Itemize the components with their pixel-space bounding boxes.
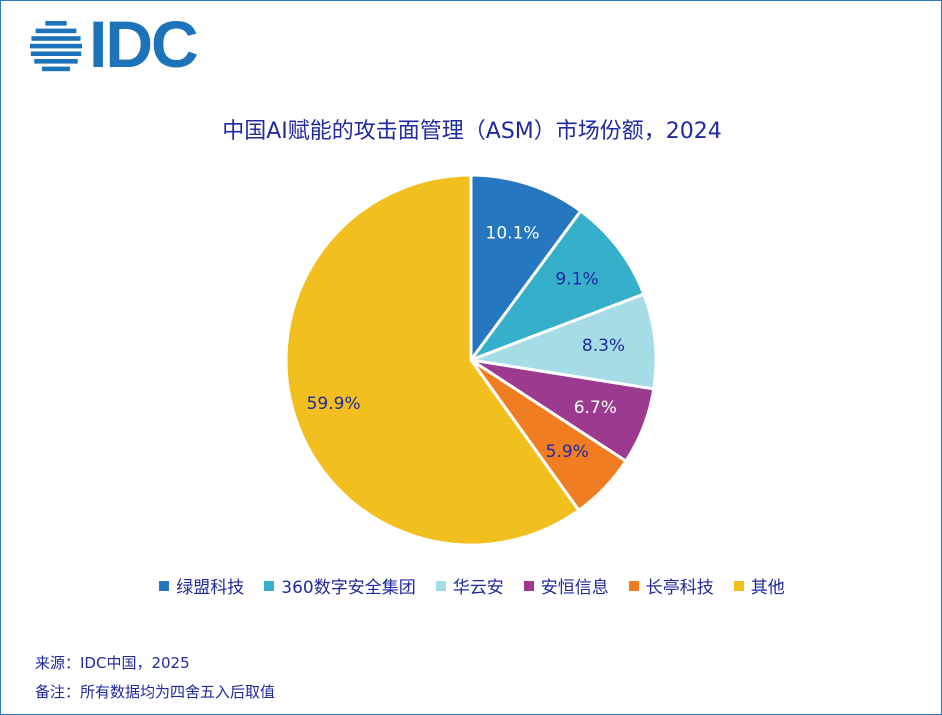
slice-value-label: 59.9%	[307, 394, 361, 414]
logo-stripe	[45, 21, 67, 26]
pie-slice	[284, 173, 581, 547]
legend-swatch	[628, 580, 639, 591]
legend-item: 安恒信息	[523, 573, 609, 598]
logo-stripe	[35, 28, 77, 34]
legend-item: 华云安	[435, 573, 504, 598]
legend-label: 其他	[750, 578, 785, 598]
legend-label: 360数字安全集团	[281, 578, 416, 598]
rounding-note: 备注：所有数据均为四舍五入后取值	[35, 683, 276, 701]
logo-stripe	[30, 43, 82, 49]
idc-logo-icon	[30, 21, 82, 72]
chart-legend: 绿盟科技 360数字安全集团 华云安 安恒信息 长亭科技 其他	[1, 573, 942, 598]
slice-value-label: 6.7%	[574, 398, 617, 418]
footer: 来源：IDC中国，2025 备注：所有数据均为四舍五入后取值	[35, 649, 275, 707]
slice-value-label: 9.1%	[555, 269, 598, 289]
legend-label: 长亭科技	[645, 578, 714, 598]
legend-label: 安恒信息	[540, 578, 609, 598]
slice-value-label: 10.1%	[486, 223, 540, 243]
pie-slice	[469, 173, 583, 362]
legend-swatch	[159, 580, 170, 591]
legend-item: 其他	[733, 573, 785, 598]
chart-title: 中国AI赋能的攻击面管理（ASM）市场份额，2024	[222, 119, 722, 144]
legend-label: 绿盟科技	[176, 578, 245, 598]
pie-slice	[469, 292, 658, 391]
legend-swatch	[733, 580, 744, 591]
legend-item: 绿盟科技	[159, 573, 244, 598]
legend-swatch	[435, 580, 446, 591]
logo-stripe	[34, 59, 78, 64]
legend-swatch	[264, 580, 275, 591]
legend-item: 长亭科技	[628, 573, 714, 598]
pie-chart: 10.1% 9.1% 8.3% 6.7% 5.9% 59.9%	[284, 173, 658, 547]
legend-label: 华云安	[452, 578, 504, 598]
pie-slice	[469, 209, 646, 362]
slice-value-label: 5.9%	[546, 442, 589, 462]
legend-swatch	[523, 580, 534, 591]
logo-stripe	[30, 51, 82, 56]
idc-logo-text: IDC	[89, 7, 199, 81]
slice-value-label: 8.3%	[582, 336, 625, 356]
legend-item: 360数字安全集团	[264, 573, 416, 598]
source-note: 来源：IDC中国，2025	[35, 654, 190, 672]
logo-stripe	[41, 66, 71, 72]
logo-stripe	[31, 36, 81, 41]
